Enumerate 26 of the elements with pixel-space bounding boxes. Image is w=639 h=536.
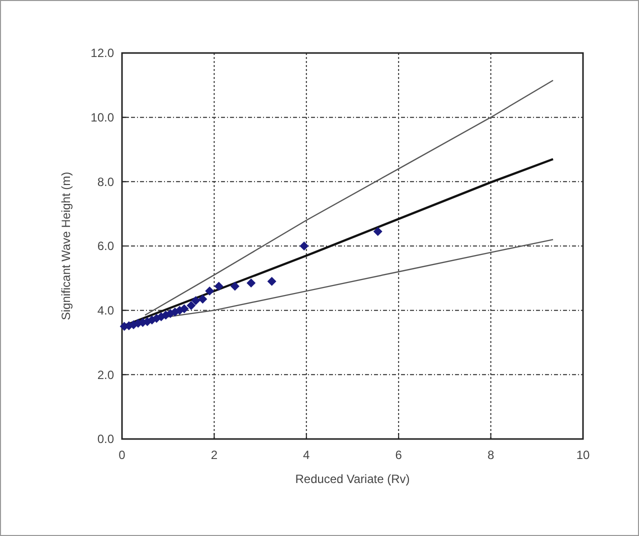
- y-tick-label: 10.0: [90, 110, 114, 125]
- line-series: [144, 80, 554, 316]
- y-tick-label: 4.0: [97, 304, 114, 318]
- y-tick-label: 6.0: [97, 239, 114, 254]
- x-axis-title: Reduced Variate (Rv): [295, 472, 410, 486]
- point: [191, 296, 200, 306]
- x-tick-label: 8: [487, 448, 494, 462]
- x-tick-label: 4: [303, 448, 310, 462]
- x-tick-label: 6: [395, 448, 402, 462]
- point: [246, 278, 256, 288]
- point: [230, 282, 240, 291]
- x-tick-label: 0: [118, 448, 126, 462]
- point: [267, 276, 276, 286]
- point: [373, 227, 382, 236]
- point: [205, 286, 214, 296]
- point: [186, 301, 196, 310]
- y-tick-label: 2.0: [97, 368, 114, 382]
- point: [300, 242, 309, 250]
- y-tick-label: 12.0: [90, 46, 114, 60]
- x-tick-label: 10: [576, 448, 590, 462]
- point: [214, 282, 224, 291]
- x-tick-label: 2: [210, 448, 218, 462]
- y-tick-label: 0.0: [97, 432, 114, 446]
- point: [198, 294, 208, 304]
- y-tick-label: 8.0: [97, 174, 114, 189]
- y-axis-title: Significant Wave Height (m): [59, 172, 73, 320]
